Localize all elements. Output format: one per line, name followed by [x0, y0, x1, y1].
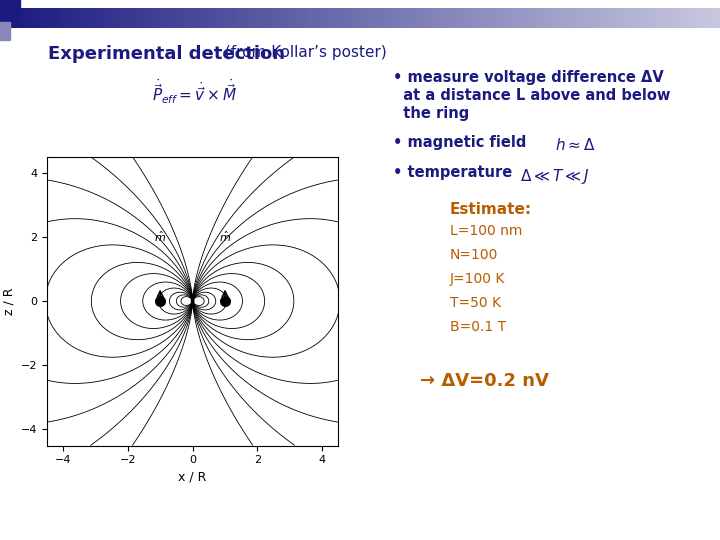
- Text: $\dot{\vec{P}}_{eff} = \dot{\vec{v}} \times \dot{\vec{M}}$: $\dot{\vec{P}}_{eff} = \dot{\vec{v}} \ti…: [153, 77, 238, 106]
- Text: (from Kollar’s poster): (from Kollar’s poster): [220, 45, 387, 60]
- Text: $\phi(\vec{r}) = \frac{1}{4\pi\varepsilon_0}\int d^3r\!\;^\prime \vec{v}(\vec{r}: $\phi(\vec{r}) = \frac{1}{4\pi\varepsilo…: [80, 388, 289, 415]
- Text: at a distance L above and below: at a distance L above and below: [393, 88, 670, 103]
- Text: the ring: the ring: [393, 106, 469, 121]
- Text: • measure voltage difference ΔV: • measure voltage difference ΔV: [393, 70, 664, 85]
- Text: • magnetic field: • magnetic field: [393, 135, 526, 150]
- Text: Experimental detection: Experimental detection: [48, 45, 285, 63]
- Text: B=0.1 T: B=0.1 T: [450, 320, 506, 334]
- Text: $\Delta \ll T \ll J$: $\Delta \ll T \ll J$: [520, 167, 590, 186]
- Text: Estimate:: Estimate:: [450, 202, 532, 217]
- Text: L=100 nm: L=100 nm: [450, 224, 523, 238]
- Text: $\left(\vec{v}|\vec{M}|\,d^3r = I_m\,d\vec{r}\right)$: $\left(\vec{v}|\vec{M}|\,d^3r = I_m\,d\v…: [100, 424, 203, 444]
- Bar: [0, 22, 10, 40]
- Text: $\hat{m}$: $\hat{m}$: [154, 230, 166, 244]
- Text: • temperature: • temperature: [393, 165, 512, 180]
- Text: N=100: N=100: [450, 248, 498, 262]
- X-axis label: x / R: x / R: [179, 471, 207, 484]
- Text: $h \approx \Delta$: $h \approx \Delta$: [555, 137, 595, 153]
- Bar: [0, 0, 20, 20]
- Text: T=50 K: T=50 K: [450, 296, 501, 310]
- Y-axis label: z / R: z / R: [2, 287, 15, 315]
- Text: $\hat{m}$: $\hat{m}$: [219, 230, 231, 244]
- Text: J=100 K: J=100 K: [450, 272, 505, 286]
- Text: → ΔV=0.2 nV: → ΔV=0.2 nV: [420, 372, 549, 390]
